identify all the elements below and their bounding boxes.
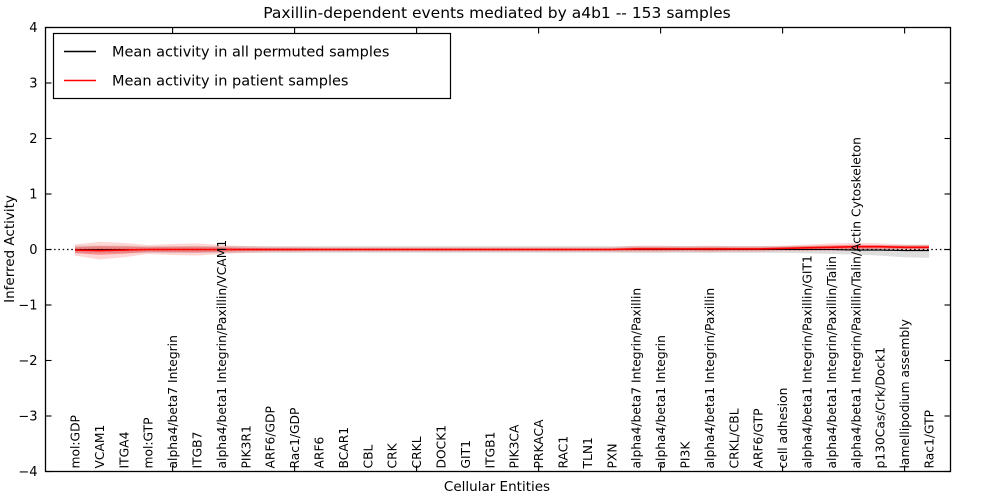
plot-area: 4 3 2 1 0 −1 −2 −3 −4 mol:GDP VCAM1 ITGA4 mol:GTP alp… [18,21,952,480]
x-entity-label: ARF6/GDP [264,406,278,468]
legend: Mean activity in all permuted samples Me… [52,32,452,100]
x-entity-label: PXN [605,443,619,468]
x-entity-label: alpha4/beta1 Integrin/Paxillin/Talin/Act… [849,137,863,468]
y-tick-label: 3 [29,77,37,92]
series-line-patient-mean [74,245,929,252]
x-entity-label: PIK3R1 [239,425,253,468]
y-tick-label: −3 [18,410,37,425]
y-tick-label: 0 [29,243,37,258]
x-entity-label: ITGA4 [117,431,131,468]
x-entity-label: alpha4/beta1 Integrin/Paxillin [703,288,717,469]
legend-box [52,32,452,100]
x-entity-label: PI3K [679,441,693,469]
y-tick-label: −2 [18,354,37,369]
x-entity-label: PRKACA [532,419,546,469]
legend-label-permuted-samples: Mean activity in all permuted samples [112,45,389,61]
x-entity-label: mol:GTP [142,417,156,468]
y-tick-label: 4 [29,21,37,36]
x-entity-label: ARF6/GTP [752,408,766,468]
x-entity-label: CBL [361,444,375,468]
x-entity-label: CRKL [410,436,424,468]
x-entity-label: alpha4/beta7 Integrin/Paxillin [630,288,644,469]
x-entity-label: cell adhesion [776,388,790,469]
y-tick-label: 2 [29,132,37,147]
x-axis-label: Cellular Entities [444,479,550,495]
x-entity-label: alpha4/beta1 Integrin/Paxillin/VCAM1 [215,240,229,469]
x-entity-label: lamellipodium assembly [898,319,912,468]
axes-spine [44,26,952,473]
x-entity-label: ITGB1 [483,432,497,469]
y-tick-label: −1 [18,299,37,314]
plot-title: Paxillin-dependent events mediated by a4… [263,4,731,22]
x-entity-label: alpha4/beta1 Integrin [654,335,668,468]
x-entity-label: PIK3CA [508,424,522,469]
x-entity-label: mol:GDP [69,415,83,468]
x-entity-label: alpha4/beta1 Integrin/Paxillin/GIT1 [801,255,815,468]
x-entity-label: BCAR1 [337,427,351,469]
x-entity-label: ARF6 [313,436,327,468]
y-axis-label: Inferred Activity [2,195,18,303]
y-tick-label: −4 [18,465,37,480]
x-entity-label: RAC1 [557,436,571,469]
x-entity-label: ITGB7 [191,432,205,469]
x-entity-label: GIT1 [459,440,473,469]
x-entity-label: CRK [386,442,400,468]
y-tick-label: 1 [29,188,37,203]
x-entity-label: Rac1/GTP [923,410,937,469]
legend-label-patient-samples: Mean activity in patient samples [112,74,348,90]
x-entity-label: VCAM1 [93,425,107,469]
x-entity-label: p130Cas/Crk/Dock1 [874,347,888,469]
x-entity-label: Rac1/GDP [288,408,302,469]
x-entity-label: CRKL/CBL [727,408,741,468]
x-entity-label: TLN1 [581,437,595,469]
x-entity-label: DOCK1 [435,425,449,469]
x-entity-label: alpha4/beta7 Integrin [166,335,180,468]
band-patient-range [75,241,929,260]
x-entity-label: alpha4/beta1 Integrin/Paxillin/Talin [825,256,839,468]
